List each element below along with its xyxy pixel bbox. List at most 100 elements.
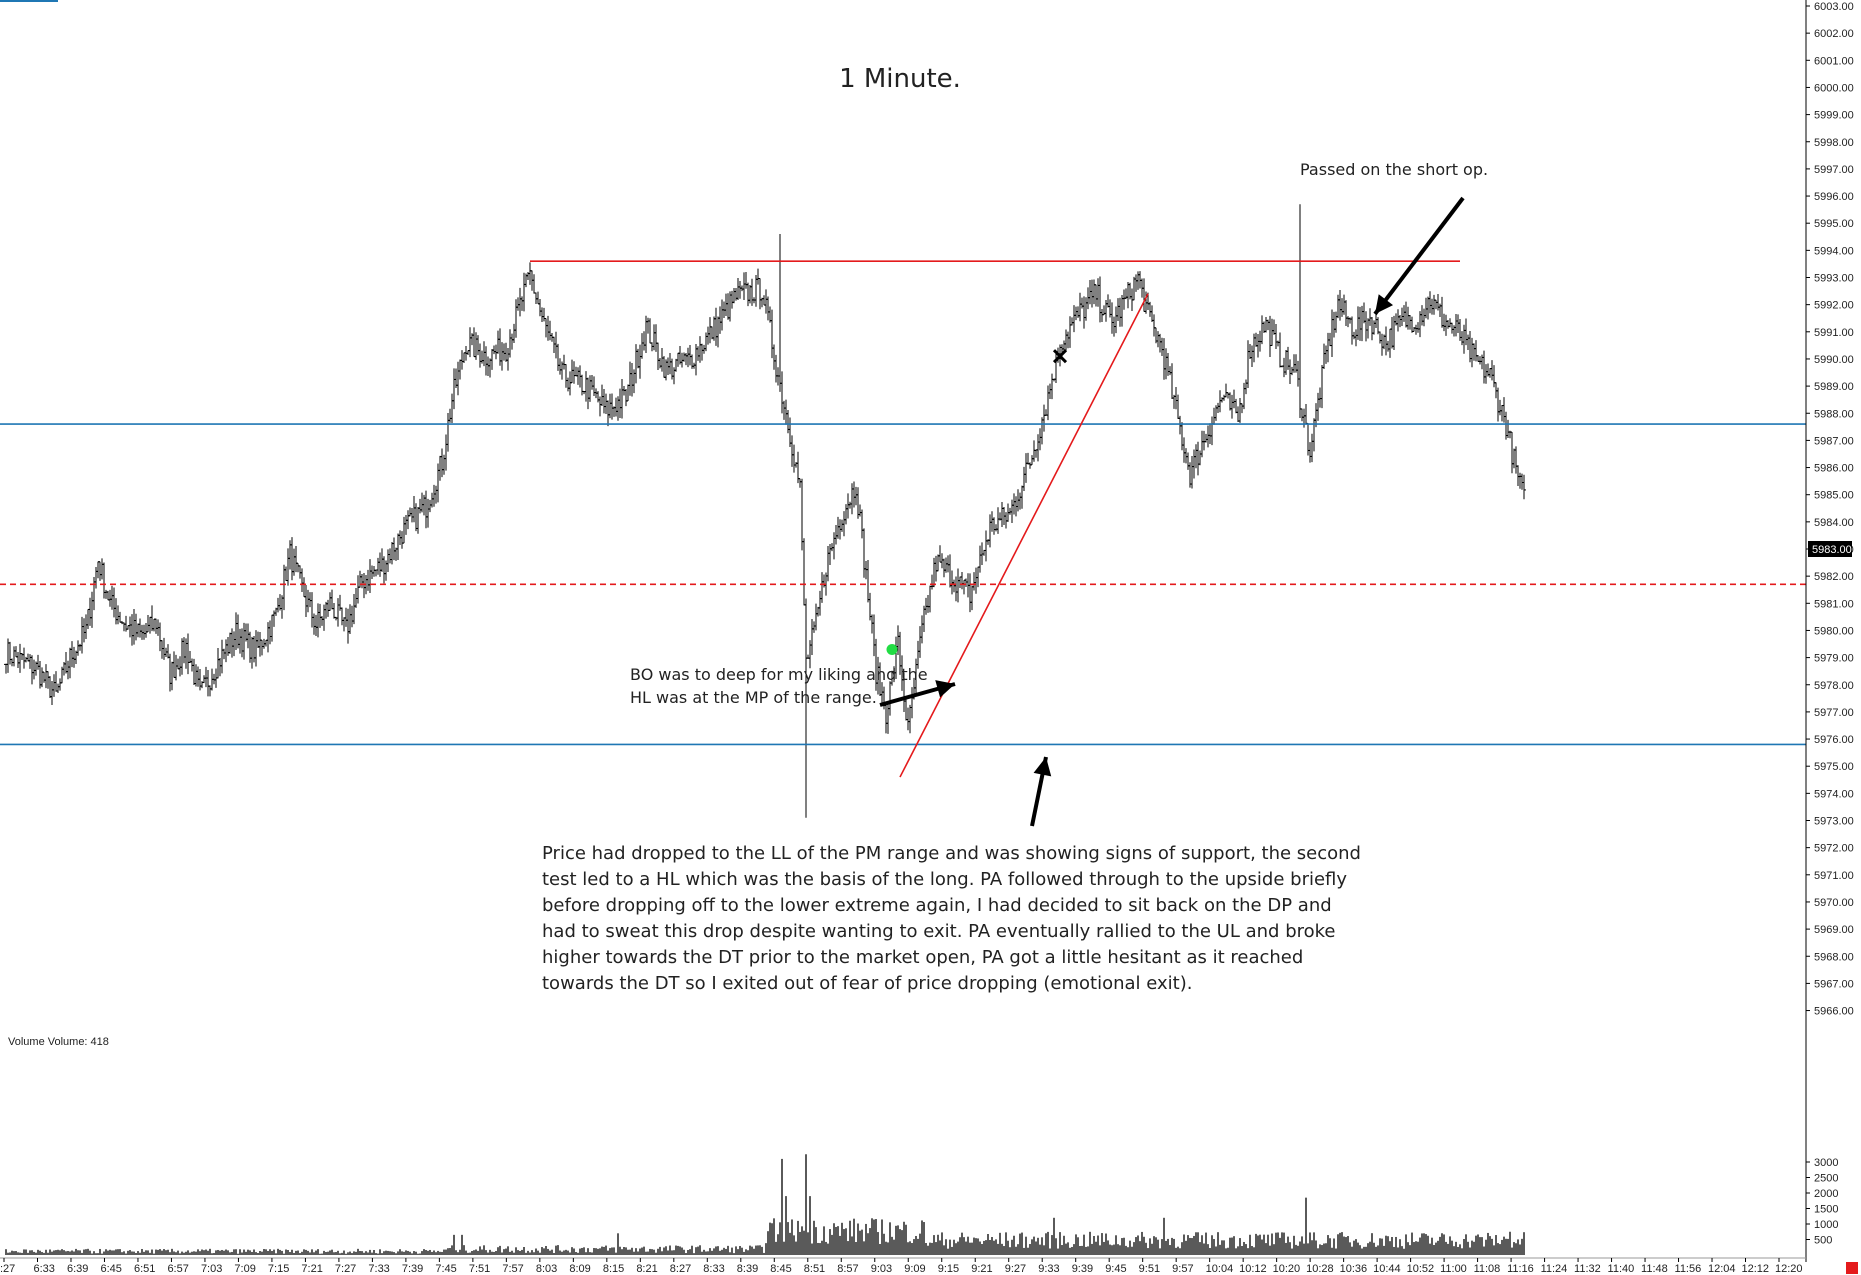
time-tick-label: 6:57 xyxy=(167,1263,188,1275)
price-tick-label: 5978.00 xyxy=(1814,680,1854,692)
time-tick-label: 11:40 xyxy=(1608,1263,1635,1275)
time-tick-label: 9:27 xyxy=(1005,1263,1026,1275)
time-tick-label: 9:15 xyxy=(938,1263,959,1275)
time-tick-label: 6:33 xyxy=(33,1263,54,1275)
overlays xyxy=(879,196,1465,827)
last-price-box xyxy=(1808,541,1852,557)
price-tick-label: 5989.00 xyxy=(1814,381,1854,393)
price-tick-label: 5985.00 xyxy=(1814,490,1854,502)
price-tick-label: 5974.00 xyxy=(1814,788,1854,800)
time-tick-label: 10:52 xyxy=(1407,1263,1435,1275)
price-tick-label: 6001.00 xyxy=(1814,55,1854,67)
time-tick-label: 9:09 xyxy=(904,1263,925,1275)
bo-arrow-head xyxy=(935,680,955,698)
volume-tick-label: 2000 xyxy=(1814,1188,1838,1200)
short-arrow xyxy=(1373,196,1465,316)
time-tick-label: 9:39 xyxy=(1072,1263,1093,1275)
price-tick-label: 5972.00 xyxy=(1814,843,1854,855)
time-tick-label: 7:51 xyxy=(469,1263,490,1275)
price-tick-label: 5996.00 xyxy=(1814,191,1854,203)
price-tick-label: 5995.00 xyxy=(1814,218,1854,230)
time-tick-label: 11:24 xyxy=(1541,1263,1568,1275)
price-tick-label: 5966.00 xyxy=(1814,1006,1854,1018)
price-tick-label: 5968.00 xyxy=(1814,951,1854,963)
time-tick-label: 11:08 xyxy=(1474,1263,1501,1275)
price-tick-label: 5967.00 xyxy=(1814,978,1854,990)
time-tick-label: 7:57 xyxy=(502,1263,523,1275)
volume-tick-label: 1500 xyxy=(1814,1204,1838,1216)
time-tick-label: 7:09 xyxy=(234,1263,255,1275)
bo-note: BO was to deep for my liking and the HL … xyxy=(630,665,928,707)
time-tick-label: 12:12 xyxy=(1742,1263,1770,1275)
price-tick-label: 6002.00 xyxy=(1814,28,1854,40)
price-tick-label: 5987.00 xyxy=(1814,435,1854,447)
time-tick-label: 8:21 xyxy=(636,1263,657,1275)
exit-marker xyxy=(1052,349,1068,364)
time-tick-label: 10:04 xyxy=(1206,1263,1234,1275)
time-tick-label: 10:12 xyxy=(1239,1263,1267,1275)
short-arrow-head xyxy=(1375,294,1394,314)
time-tick-label: 11:16 xyxy=(1507,1263,1534,1275)
main-note: Price had dropped to the LL of the PM ra… xyxy=(542,843,1361,994)
time-tick-label: 9:21 xyxy=(971,1263,992,1275)
price-tick-label: 5988.00 xyxy=(1814,408,1854,420)
key-levels xyxy=(0,260,1806,778)
time-tick-label: 10:36 xyxy=(1340,1263,1368,1275)
time-tick-label: 9:51 xyxy=(1139,1263,1160,1275)
time-tick-label: 11:48 xyxy=(1641,1263,1668,1275)
time-tick-label: 7:39 xyxy=(402,1263,423,1275)
alert-marker xyxy=(1846,1262,1858,1274)
time-tick-label: 7:21 xyxy=(301,1263,322,1275)
time-tick-label: 8:03 xyxy=(536,1263,557,1275)
price-tick-label: 6003.00 xyxy=(1814,1,1854,13)
time-tick-label: 8:15 xyxy=(603,1263,624,1275)
price-tick-label: 5971.00 xyxy=(1814,870,1854,882)
time-tick-label: 11:00 xyxy=(1440,1263,1467,1275)
chart-title: 1 Minute. xyxy=(839,64,961,94)
price-tick-label: 5973.00 xyxy=(1814,816,1854,828)
price-tick-label: 5982.00 xyxy=(1814,571,1854,583)
price-tick-label: 5970.00 xyxy=(1814,897,1854,909)
price-tick-label: 5998.00 xyxy=(1814,137,1854,149)
price-tick-label: 5980.00 xyxy=(1814,625,1854,637)
price-tick-label: 5992.00 xyxy=(1814,300,1854,312)
volume-tick-label: 500 xyxy=(1814,1235,1832,1247)
time-tick-label: 7:45 xyxy=(435,1263,456,1275)
time-tick-label: 12:04 xyxy=(1708,1263,1736,1275)
volume-tick-label: 2500 xyxy=(1814,1173,1838,1185)
price-tick-label: 5975.00 xyxy=(1814,761,1854,773)
entry-marker xyxy=(886,643,898,655)
price-tick-label: 6000.00 xyxy=(1814,82,1854,94)
price-tick-label: 5984.00 xyxy=(1814,517,1854,529)
time-tick-label: 8:27 xyxy=(670,1263,691,1275)
time-tick-label: 8:51 xyxy=(804,1263,825,1275)
time-tick-label: 12:20 xyxy=(1775,1263,1803,1275)
price-bars xyxy=(4,204,1526,818)
price-tick-label: 5981.00 xyxy=(1814,598,1854,610)
time-tick-label: 11:56 xyxy=(1675,1263,1702,1275)
price-tick-label: 5976.00 xyxy=(1814,734,1854,746)
time-tick-label: 9:57 xyxy=(1172,1263,1193,1275)
time-tick-label: 9:03 xyxy=(871,1263,892,1275)
volume-bars xyxy=(5,1154,1525,1255)
time-tick-label: 6:45 xyxy=(100,1263,121,1275)
price-tick-label: 5993.00 xyxy=(1814,273,1854,285)
time-tick-label: 8:09 xyxy=(569,1263,590,1275)
volume-label: Volume Volume: 418 xyxy=(8,1036,109,1048)
time-tick-label: 8:57 xyxy=(837,1263,858,1275)
price-tick-label: 5999.00 xyxy=(1814,110,1854,122)
time-tick-label: 7:33 xyxy=(368,1263,389,1275)
time-tick-label: 8:39 xyxy=(737,1263,758,1275)
time-tick-label: 11:32 xyxy=(1574,1263,1601,1275)
time-tick-label: 10:20 xyxy=(1273,1263,1301,1275)
price-tick-label: 5969.00 xyxy=(1814,924,1854,936)
price-tick-label: 5991.00 xyxy=(1814,327,1854,339)
trendline xyxy=(899,293,1149,778)
price-tick-label: 5994.00 xyxy=(1814,245,1854,257)
volume-tick-label: 3000 xyxy=(1814,1157,1838,1169)
last-price-label: 5983.00 xyxy=(1812,544,1852,556)
top-left-tab xyxy=(0,0,58,2)
time-tick-label: 10:28 xyxy=(1306,1263,1334,1275)
